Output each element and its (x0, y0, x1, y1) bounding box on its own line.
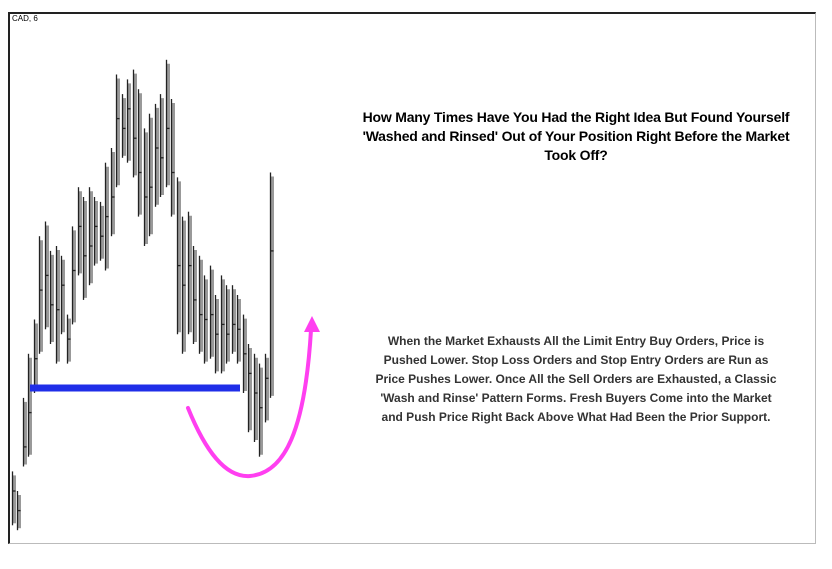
ohlc-bar (255, 354, 258, 442)
ohlc-bar (40, 236, 43, 354)
ohlc-bar (35, 320, 38, 394)
ohlc-bar (145, 128, 148, 246)
ohlc-bar (112, 148, 115, 236)
ohlc-bar (101, 202, 104, 261)
ohlc-bar (260, 364, 263, 457)
ohlc-bar (79, 187, 82, 275)
ohlc-bar (68, 315, 71, 364)
ohlc-bar (249, 344, 252, 432)
ohlc-bar (211, 266, 214, 359)
ohlc-bar (29, 354, 32, 457)
ohlc-bar (106, 163, 109, 271)
ohlc-bar (161, 94, 164, 197)
ohlc-bar (123, 94, 126, 158)
ohlc-bar (51, 251, 54, 344)
ohlc-bar (24, 398, 27, 467)
ohlc-bar (183, 217, 186, 354)
ohlc-bar (62, 256, 65, 334)
ohlc-bar (139, 89, 142, 216)
explanation-text: When the Market Exhausts All the Limit E… (372, 332, 780, 427)
ohlc-bar (216, 295, 219, 373)
ohlc-bar (150, 114, 153, 237)
ohlc-bar (167, 60, 170, 187)
ohlc-bar (172, 99, 175, 217)
ohlc-bar (222, 275, 225, 373)
ohlc-bar (238, 295, 241, 364)
ohlc-bar (73, 226, 76, 324)
ohlc-bar (46, 222, 49, 330)
ohlc-bar (271, 173, 274, 398)
ohlc-bar (227, 285, 230, 363)
ohlc-bar (194, 246, 197, 344)
ohlc-bar (13, 471, 16, 525)
ohlc-bar (128, 79, 131, 162)
headline-text: How Many Times Have You Had the Right Id… (360, 108, 792, 165)
ohlc-bar (244, 315, 247, 393)
ohlc-bar (18, 491, 21, 530)
ohlc-bar (266, 354, 269, 423)
ohlc-bars (13, 60, 274, 530)
ohlc-bar (200, 256, 203, 354)
ohlc-bar (90, 187, 93, 285)
ohlc-bar (57, 246, 60, 364)
ohlc-bar (189, 212, 192, 335)
ohlc-bar (156, 104, 159, 207)
arrow-head-icon (304, 316, 320, 332)
ohlc-bar (117, 75, 120, 188)
ohlc-bar (178, 177, 181, 334)
ohlc-bar (205, 275, 208, 363)
annotations (30, 316, 320, 476)
ohlc-bar (95, 197, 98, 266)
ohlc-bar (84, 197, 87, 300)
ohlc-bar (134, 70, 137, 178)
ohlc-bar (233, 285, 236, 354)
